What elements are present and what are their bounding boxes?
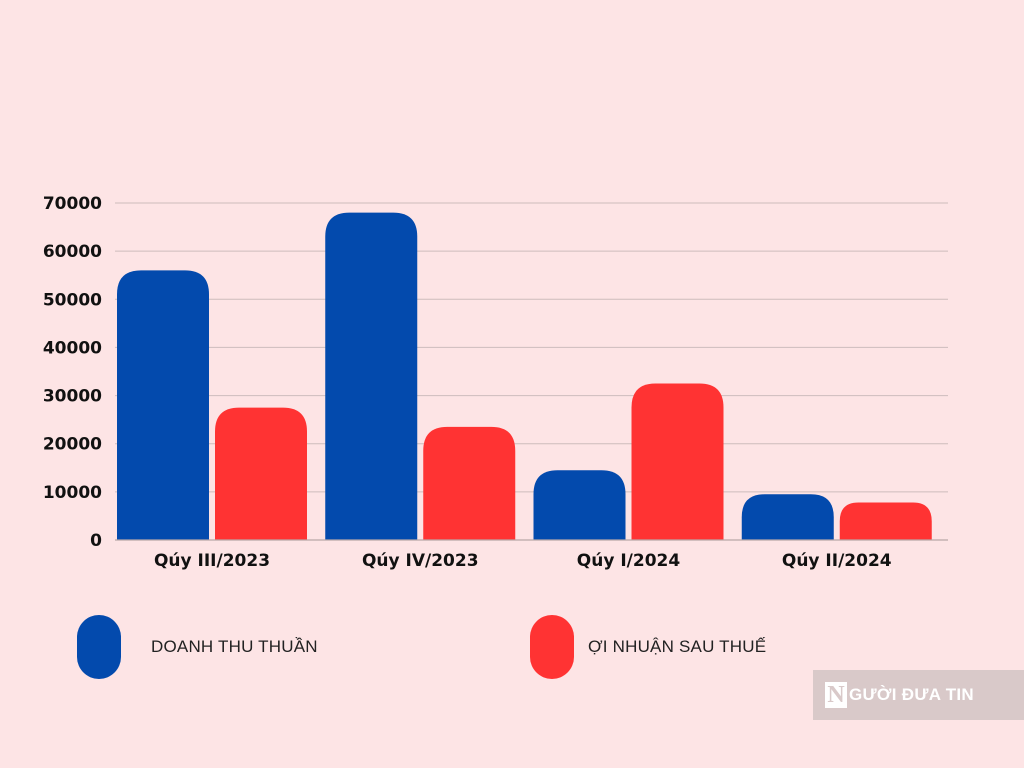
legend-swatch-series-2	[530, 615, 574, 679]
bar-series-2	[215, 407, 307, 540]
x-axis: Qúy III/2023 Qúy IV/2023 Qúy I/2024 Qúy II/…	[154, 551, 892, 571]
legend-swatch-series-1	[77, 615, 121, 679]
legend-label-series-1: DOANH THU THUẦN	[151, 637, 318, 656]
y-tick-label: 10000	[43, 483, 102, 503]
y-tick-label: 60000	[43, 242, 102, 262]
y-tick-label: 50000	[43, 290, 102, 310]
legend-label-series-2: ỢI NHUẬN SAU THUẾ	[588, 637, 767, 656]
bar-series-1	[533, 470, 626, 540]
y-tick-label: 0	[90, 531, 102, 551]
watermark-logo: N GƯỜI ĐƯA TIN	[813, 670, 1024, 720]
y-tick-label: 40000	[43, 338, 102, 358]
bar-chart: 0 10000 20000 30000 40000 50000 60000 70000 Qúy…	[43, 194, 948, 571]
y-axis: 0 10000 20000 30000 40000 50000 60000 70000	[43, 194, 102, 551]
x-tick-label: Qúy IV/2023	[362, 551, 479, 571]
legend-item-series-2: ỢI NHUẬN SAU THUẾ	[530, 615, 766, 679]
y-tick-label: 70000	[43, 194, 102, 214]
y-tick-label: 20000	[43, 435, 102, 455]
bar-series-1	[117, 270, 209, 540]
bar-series-1	[325, 212, 418, 540]
bar-series-2	[631, 383, 724, 540]
watermark-mark: N	[825, 682, 847, 708]
x-tick-label: Qúy III/2023	[154, 551, 270, 571]
bar-series-2	[839, 502, 932, 540]
bars	[117, 212, 932, 540]
bar-series-1	[741, 494, 834, 540]
legend-item-series-1: DOANH THU THUẦN	[77, 615, 318, 679]
x-tick-label: Qúy II/2024	[782, 551, 892, 571]
y-tick-label: 30000	[43, 387, 102, 407]
x-tick-label: Qúy I/2024	[577, 551, 681, 571]
bar-series-2	[423, 426, 516, 540]
watermark-text: GƯỜI ĐƯA TIN	[849, 685, 975, 704]
